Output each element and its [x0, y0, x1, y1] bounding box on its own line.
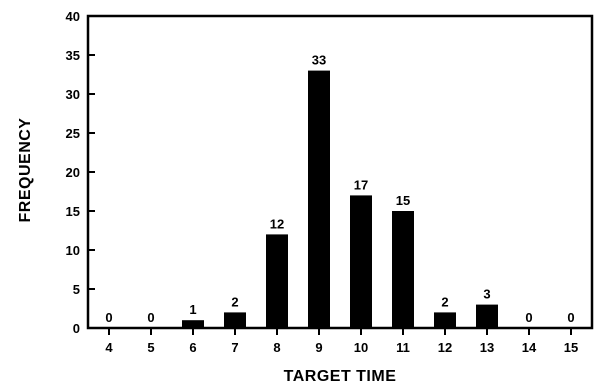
y-tick-label: 25: [66, 126, 80, 141]
data-label: 1: [189, 302, 196, 317]
x-tick-label: 9: [315, 340, 322, 355]
plot-area: 0510152025303540405061728129331017111512…: [66, 9, 594, 355]
data-label: 15: [396, 193, 410, 208]
x-tick-label: 15: [564, 340, 578, 355]
y-tick-label: 20: [66, 165, 80, 180]
bar: [182, 320, 204, 328]
bar: [224, 312, 246, 328]
bar: [392, 211, 414, 328]
plot-frame: [86, 14, 594, 330]
data-label: 0: [525, 310, 532, 325]
data-label: 0: [105, 310, 112, 325]
x-tick-label: 6: [189, 340, 196, 355]
x-tick-label: 14: [522, 340, 537, 355]
bar: [434, 312, 456, 328]
data-label: 33: [312, 53, 326, 68]
x-tick-label: 4: [105, 340, 113, 355]
data-label: 17: [354, 177, 368, 192]
x-tick-label: 13: [480, 340, 494, 355]
y-tick-label: 15: [66, 204, 80, 219]
x-axis-title: TARGET TIME: [284, 368, 397, 385]
bar: [476, 304, 498, 328]
x-tick-label: 7: [231, 340, 238, 355]
data-label: 2: [441, 294, 448, 309]
y-tick-label: 10: [66, 243, 80, 258]
y-tick-label: 35: [66, 48, 80, 63]
x-tick-label: 12: [438, 340, 452, 355]
x-tick-label: 10: [354, 340, 368, 355]
y-tick-label: 5: [73, 282, 80, 297]
y-tick-label: 40: [66, 9, 80, 24]
x-tick-label: 11: [396, 340, 410, 355]
y-axis-title: FREQUENCY: [17, 118, 34, 223]
data-label: 0: [567, 310, 574, 325]
data-label: 12: [270, 216, 284, 231]
x-tick-label: 5: [147, 340, 154, 355]
bar: [266, 234, 288, 328]
bar: [350, 195, 372, 328]
data-label: 2: [231, 294, 238, 309]
y-tick-label: 30: [66, 87, 80, 102]
x-tick-label: 8: [273, 340, 280, 355]
data-label: 3: [483, 287, 490, 302]
y-tick-label: 0: [73, 321, 80, 336]
bar: [308, 70, 330, 328]
data-label: 0: [147, 310, 154, 325]
